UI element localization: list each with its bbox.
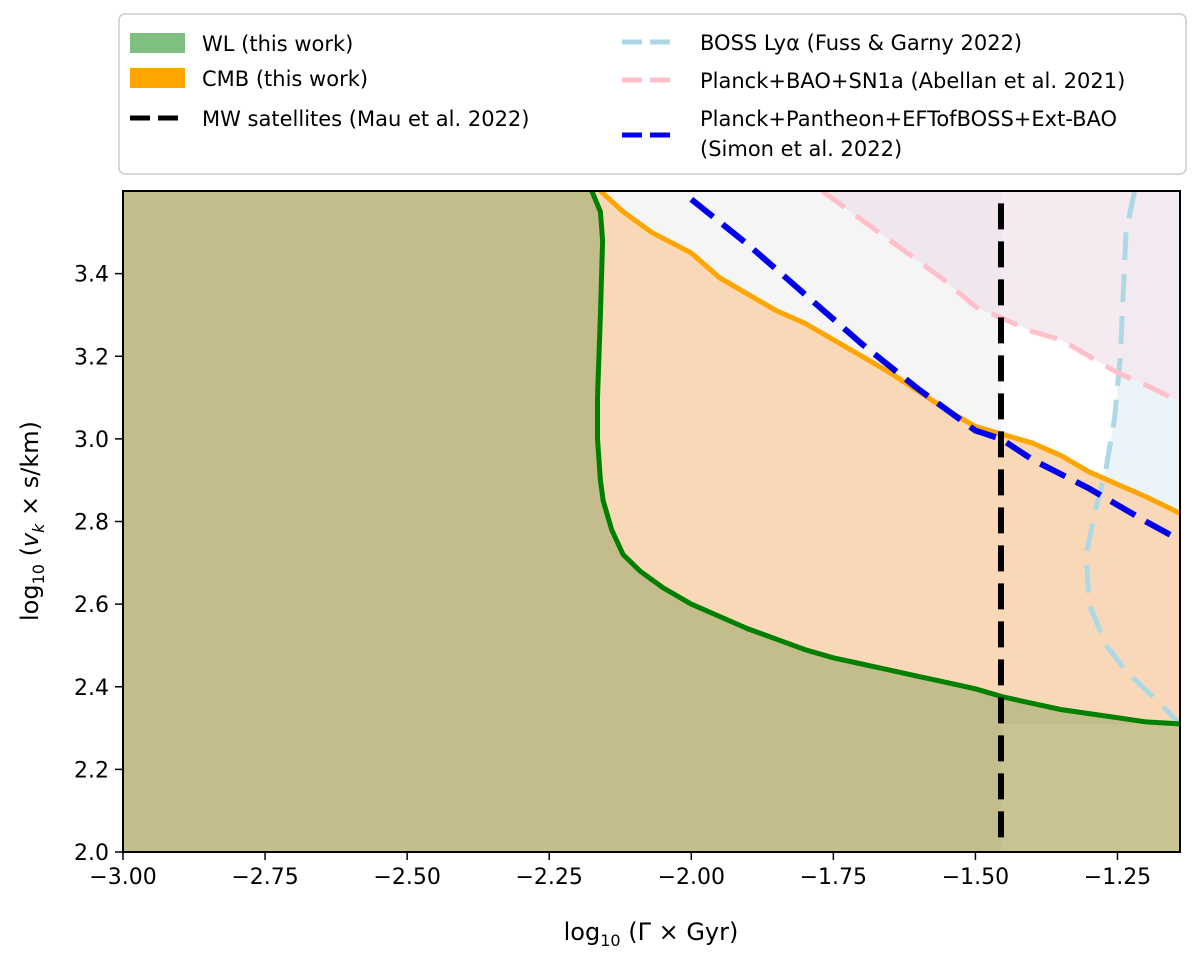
legend-item-simon: Planck+Pantheon+EFTofBOSS+Ext-BAO (Simon… (622, 107, 1124, 161)
legend-label-boss: BOSS Lyα (Fuss & Garny 2022) (700, 31, 1022, 55)
x-tick-label: −2.25 (515, 865, 582, 890)
plot-area (122, 190, 1181, 853)
cmb-line (598, 191, 1180, 516)
legend-label-wl: WL (this work) (202, 32, 353, 56)
x-tick-label: −2.75 (231, 865, 298, 890)
x-tick-label: −1.50 (942, 865, 1009, 890)
x-axis: −3.00 −2.75 −2.50 −2.25 −2.00 −1.75 −1.50 −1.25 (89, 852, 1151, 890)
y-tick-label: 2.8 (74, 511, 109, 536)
wl-fill (123, 191, 1180, 852)
legend-item-wl: WL (this work) (130, 32, 353, 56)
y-tick-label: 2.0 (74, 841, 109, 866)
legend: WL (this work) CMB (this work) MW satell… (118, 13, 1187, 175)
y-tick-label: 2.6 (74, 593, 109, 618)
x-tick-label: −3.00 (89, 865, 156, 890)
y-tick-label: 3.0 (74, 428, 109, 453)
legend-item-planck-bao: Planck+BAO+SN1a (Abellan et al. 2021) (622, 69, 1125, 93)
region-fills (123, 191, 1180, 852)
legend-item-cmb: CMB (this work) (130, 67, 368, 91)
x-tick-label: −2.00 (658, 865, 725, 890)
legend-label-planck-bao: Planck+BAO+SN1a (Abellan et al. 2021) (700, 69, 1125, 93)
x-axis-label: log10 (Γ × Gyr) (564, 918, 739, 950)
planck-bao-line (820, 191, 1180, 404)
legend-swatch-wl (130, 33, 185, 53)
y-tick-label: 2.2 (74, 758, 109, 783)
legend-label-simon: Planck+Pantheon+EFTofBOSS+Ext-BAO (Simon… (700, 107, 1124, 161)
y-tick-label: 3.2 (74, 345, 109, 370)
legend-frame (118, 13, 1187, 175)
legend-item-mw: MW satellites (Mau et al. 2022) (130, 107, 529, 131)
x-tick-label: −1.25 (1084, 865, 1151, 890)
wl-fill-right-tint (1000, 723, 1180, 852)
legend-label-simon-line2: (Simon et al. 2022) (700, 137, 902, 161)
y-axis: 2.0 2.2 2.4 2.6 2.8 3.0 3.2 3.4 (74, 263, 123, 866)
legend-item-boss: BOSS Lyα (Fuss & Garny 2022) (622, 31, 1022, 55)
series-lines (589, 191, 1180, 840)
legend-label-mw: MW satellites (Mau et al. 2022) (202, 107, 529, 131)
wl-line (589, 191, 1180, 727)
y-tick-label: 3.4 (74, 263, 109, 288)
x-tick-label: −1.75 (800, 865, 867, 890)
y-axis-label: log10 (vk × s/km) (16, 421, 48, 621)
legend-swatch-cmb (130, 68, 185, 88)
boss-lya-line (1083, 191, 1180, 726)
simon-line (689, 196, 1180, 543)
legend-label-cmb: CMB (this work) (202, 67, 368, 91)
legend-label-simon-line1: Planck+Pantheon+EFTofBOSS+Ext-BAO (700, 107, 1117, 131)
y-tick-label: 2.4 (74, 676, 109, 701)
x-tick-label: −2.50 (373, 865, 440, 890)
